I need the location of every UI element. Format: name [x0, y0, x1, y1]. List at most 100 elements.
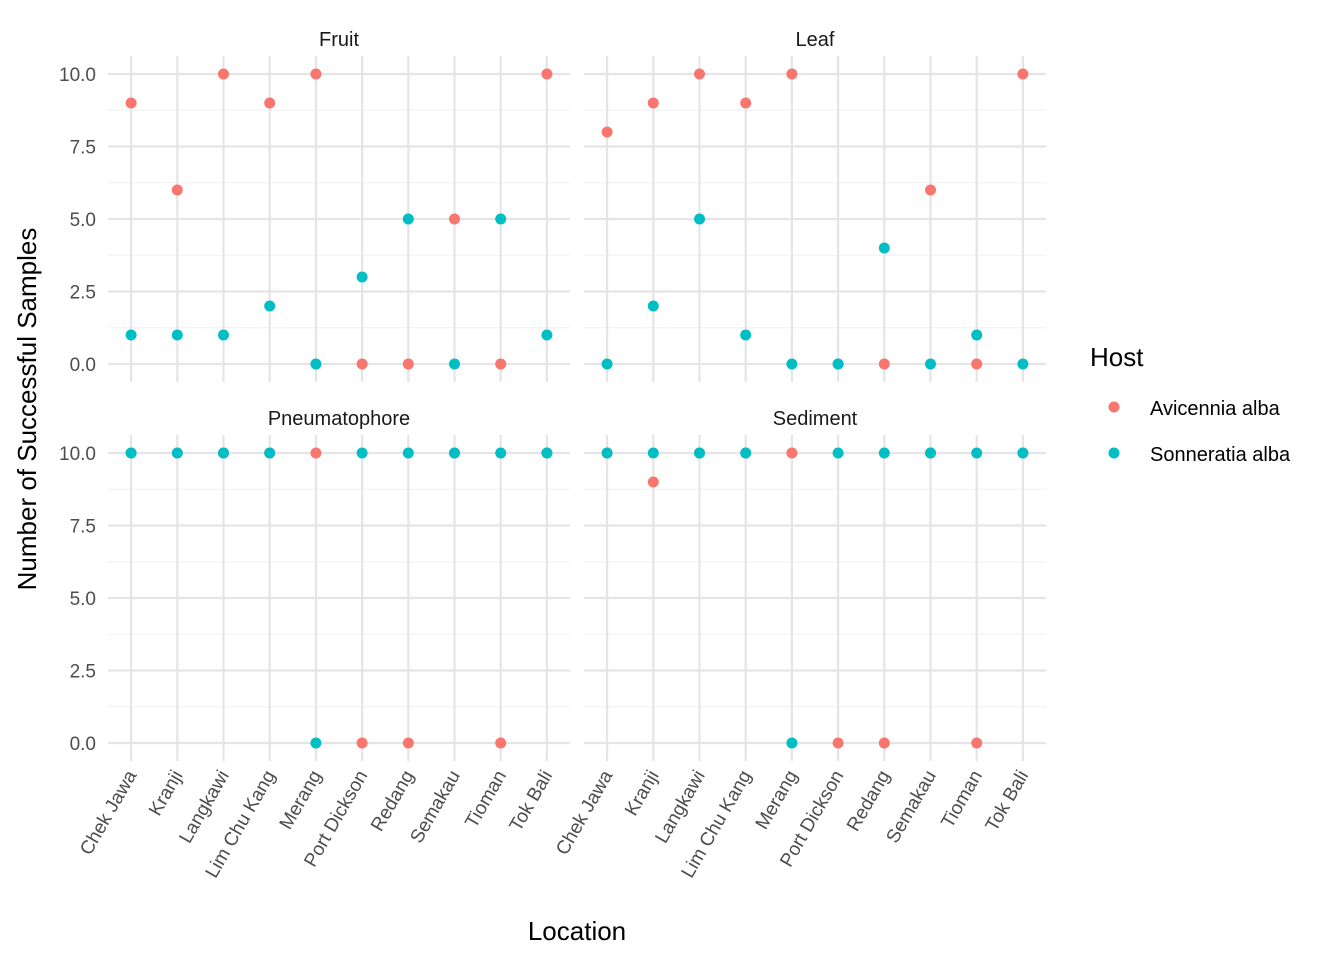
point-avicennia-alba	[694, 68, 705, 80]
legend: Host Avicennia alba Sonneratia alba	[1090, 342, 1291, 466]
point-sonneratia-alba	[541, 447, 553, 459]
point-avicennia-alba	[740, 97, 752, 109]
y-tick-label: 2.5	[70, 283, 96, 304]
point-avicennia-alba	[218, 68, 229, 80]
point-avicennia-alba	[1017, 68, 1029, 80]
panel-pneumatophore: Pneumatophore 0.0 2.5 5.0 7.5 10.0 Chek Jawa Kr…	[59, 408, 570, 882]
point-avicennia-alba	[402, 737, 414, 749]
point-avicennia-alba	[495, 737, 507, 749]
point-avicennia-alba	[356, 737, 368, 749]
point-sonneratia-alba	[694, 447, 705, 459]
x-tick-label: Merang	[276, 767, 326, 833]
point-sonneratia-alba	[740, 447, 752, 459]
legend-title: Host	[1090, 342, 1144, 372]
point-sonneratia-alba	[402, 447, 414, 459]
point-avicennia-alba	[495, 358, 507, 370]
point-sonneratia-alba	[740, 329, 752, 341]
point-sonneratia-alba	[449, 358, 460, 370]
point-avicennia-alba	[925, 184, 936, 196]
y-tick-label: 0.0	[70, 734, 96, 755]
point-avicennia-alba	[310, 447, 322, 459]
panel-title-pneumatophore: Pneumatophore	[268, 408, 410, 430]
point-avicennia-alba	[878, 358, 890, 370]
legend-label-sonneratia-alba: Sonneratia alba	[1150, 444, 1291, 466]
point-sonneratia-alba	[786, 737, 798, 749]
point-avicennia-alba	[878, 737, 890, 749]
legend-key-sonneratia-alba	[1108, 447, 1120, 459]
point-sonneratia-alba	[218, 329, 229, 341]
point-sonneratia-alba	[601, 358, 613, 370]
panel-title-fruit: Fruit	[319, 29, 359, 51]
point-sonneratia-alba	[310, 737, 322, 749]
point-sonneratia-alba	[264, 447, 276, 459]
legend-label-avicennia-alba: Avicennia alba	[1150, 398, 1281, 420]
point-sonneratia-alba	[832, 447, 844, 459]
point-avicennia-alba	[971, 358, 983, 370]
point-sonneratia-alba	[541, 329, 553, 341]
point-avicennia-alba	[310, 68, 322, 80]
point-avicennia-alba	[786, 447, 798, 459]
point-sonneratia-alba	[925, 358, 936, 370]
y-axis-title: Number of Successful Samples	[12, 228, 42, 591]
x-tick-label: Tioman	[938, 767, 988, 832]
point-sonneratia-alba	[971, 447, 983, 459]
point-sonneratia-alba	[1017, 447, 1029, 459]
y-tick-label: 10.0	[59, 444, 96, 465]
point-sonneratia-alba	[356, 271, 368, 283]
point-avicennia-alba	[449, 213, 460, 225]
point-avicennia-alba	[171, 184, 183, 196]
point-sonneratia-alba	[356, 447, 368, 459]
point-sonneratia-alba	[495, 447, 507, 459]
point-sonneratia-alba	[971, 329, 983, 341]
point-sonneratia-alba	[218, 447, 229, 459]
point-sonneratia-alba	[786, 358, 798, 370]
panel-title-leaf: Leaf	[796, 29, 835, 51]
x-tick-label: Kranji	[621, 767, 663, 820]
x-tick-label: Kranji	[145, 767, 187, 820]
point-avicennia-alba	[971, 737, 983, 749]
point-avicennia-alba	[541, 68, 553, 80]
point-sonneratia-alba	[171, 329, 183, 341]
point-sonneratia-alba	[694, 213, 705, 225]
point-avicennia-alba	[264, 97, 276, 109]
y-tick-label: 5.0	[70, 589, 96, 610]
point-sonneratia-alba	[125, 447, 137, 459]
point-sonneratia-alba	[647, 300, 659, 312]
point-avicennia-alba	[125, 97, 137, 109]
x-tick-label: Chek Jawa	[552, 767, 617, 859]
x-axis-title: Location	[528, 916, 626, 946]
y-tick-label: 7.5	[70, 138, 96, 159]
x-tick-label: Tioman	[462, 767, 512, 832]
point-sonneratia-alba	[1017, 358, 1029, 370]
point-sonneratia-alba	[310, 358, 322, 370]
x-tick-label: Merang	[752, 767, 802, 833]
point-sonneratia-alba	[125, 329, 137, 341]
point-sonneratia-alba	[878, 447, 890, 459]
panels-layer: Fruit 0.0 2.5 5.0 7.5 10.0 Leaf Pneumatophore 0.…	[59, 29, 1046, 882]
y-tick-label: 5.0	[70, 210, 96, 231]
point-sonneratia-alba	[495, 213, 507, 225]
point-sonneratia-alba	[402, 213, 414, 225]
point-sonneratia-alba	[647, 447, 659, 459]
y-tick-label: 10.0	[59, 65, 96, 86]
point-avicennia-alba	[647, 97, 659, 109]
point-sonneratia-alba	[878, 242, 890, 254]
panel-title-sediment: Sediment	[773, 408, 858, 430]
x-tick-label: Redang	[367, 767, 418, 835]
x-tick-label: Tok Bali	[982, 767, 1033, 835]
point-avicennia-alba	[786, 68, 798, 80]
point-avicennia-alba	[601, 126, 613, 138]
point-sonneratia-alba	[832, 358, 844, 370]
x-tick-label: Tok Bali	[506, 767, 557, 835]
point-sonneratia-alba	[601, 447, 613, 459]
x-tick-label: Redang	[843, 767, 894, 835]
point-avicennia-alba	[647, 476, 659, 488]
legend-key-avicennia-alba	[1108, 401, 1120, 413]
point-avicennia-alba	[832, 737, 844, 749]
point-avicennia-alba	[356, 358, 368, 370]
point-sonneratia-alba	[264, 300, 276, 312]
y-tick-label: 7.5	[70, 517, 96, 538]
panel-fruit: Fruit 0.0 2.5 5.0 7.5 10.0	[59, 29, 570, 382]
point-sonneratia-alba	[449, 447, 460, 459]
